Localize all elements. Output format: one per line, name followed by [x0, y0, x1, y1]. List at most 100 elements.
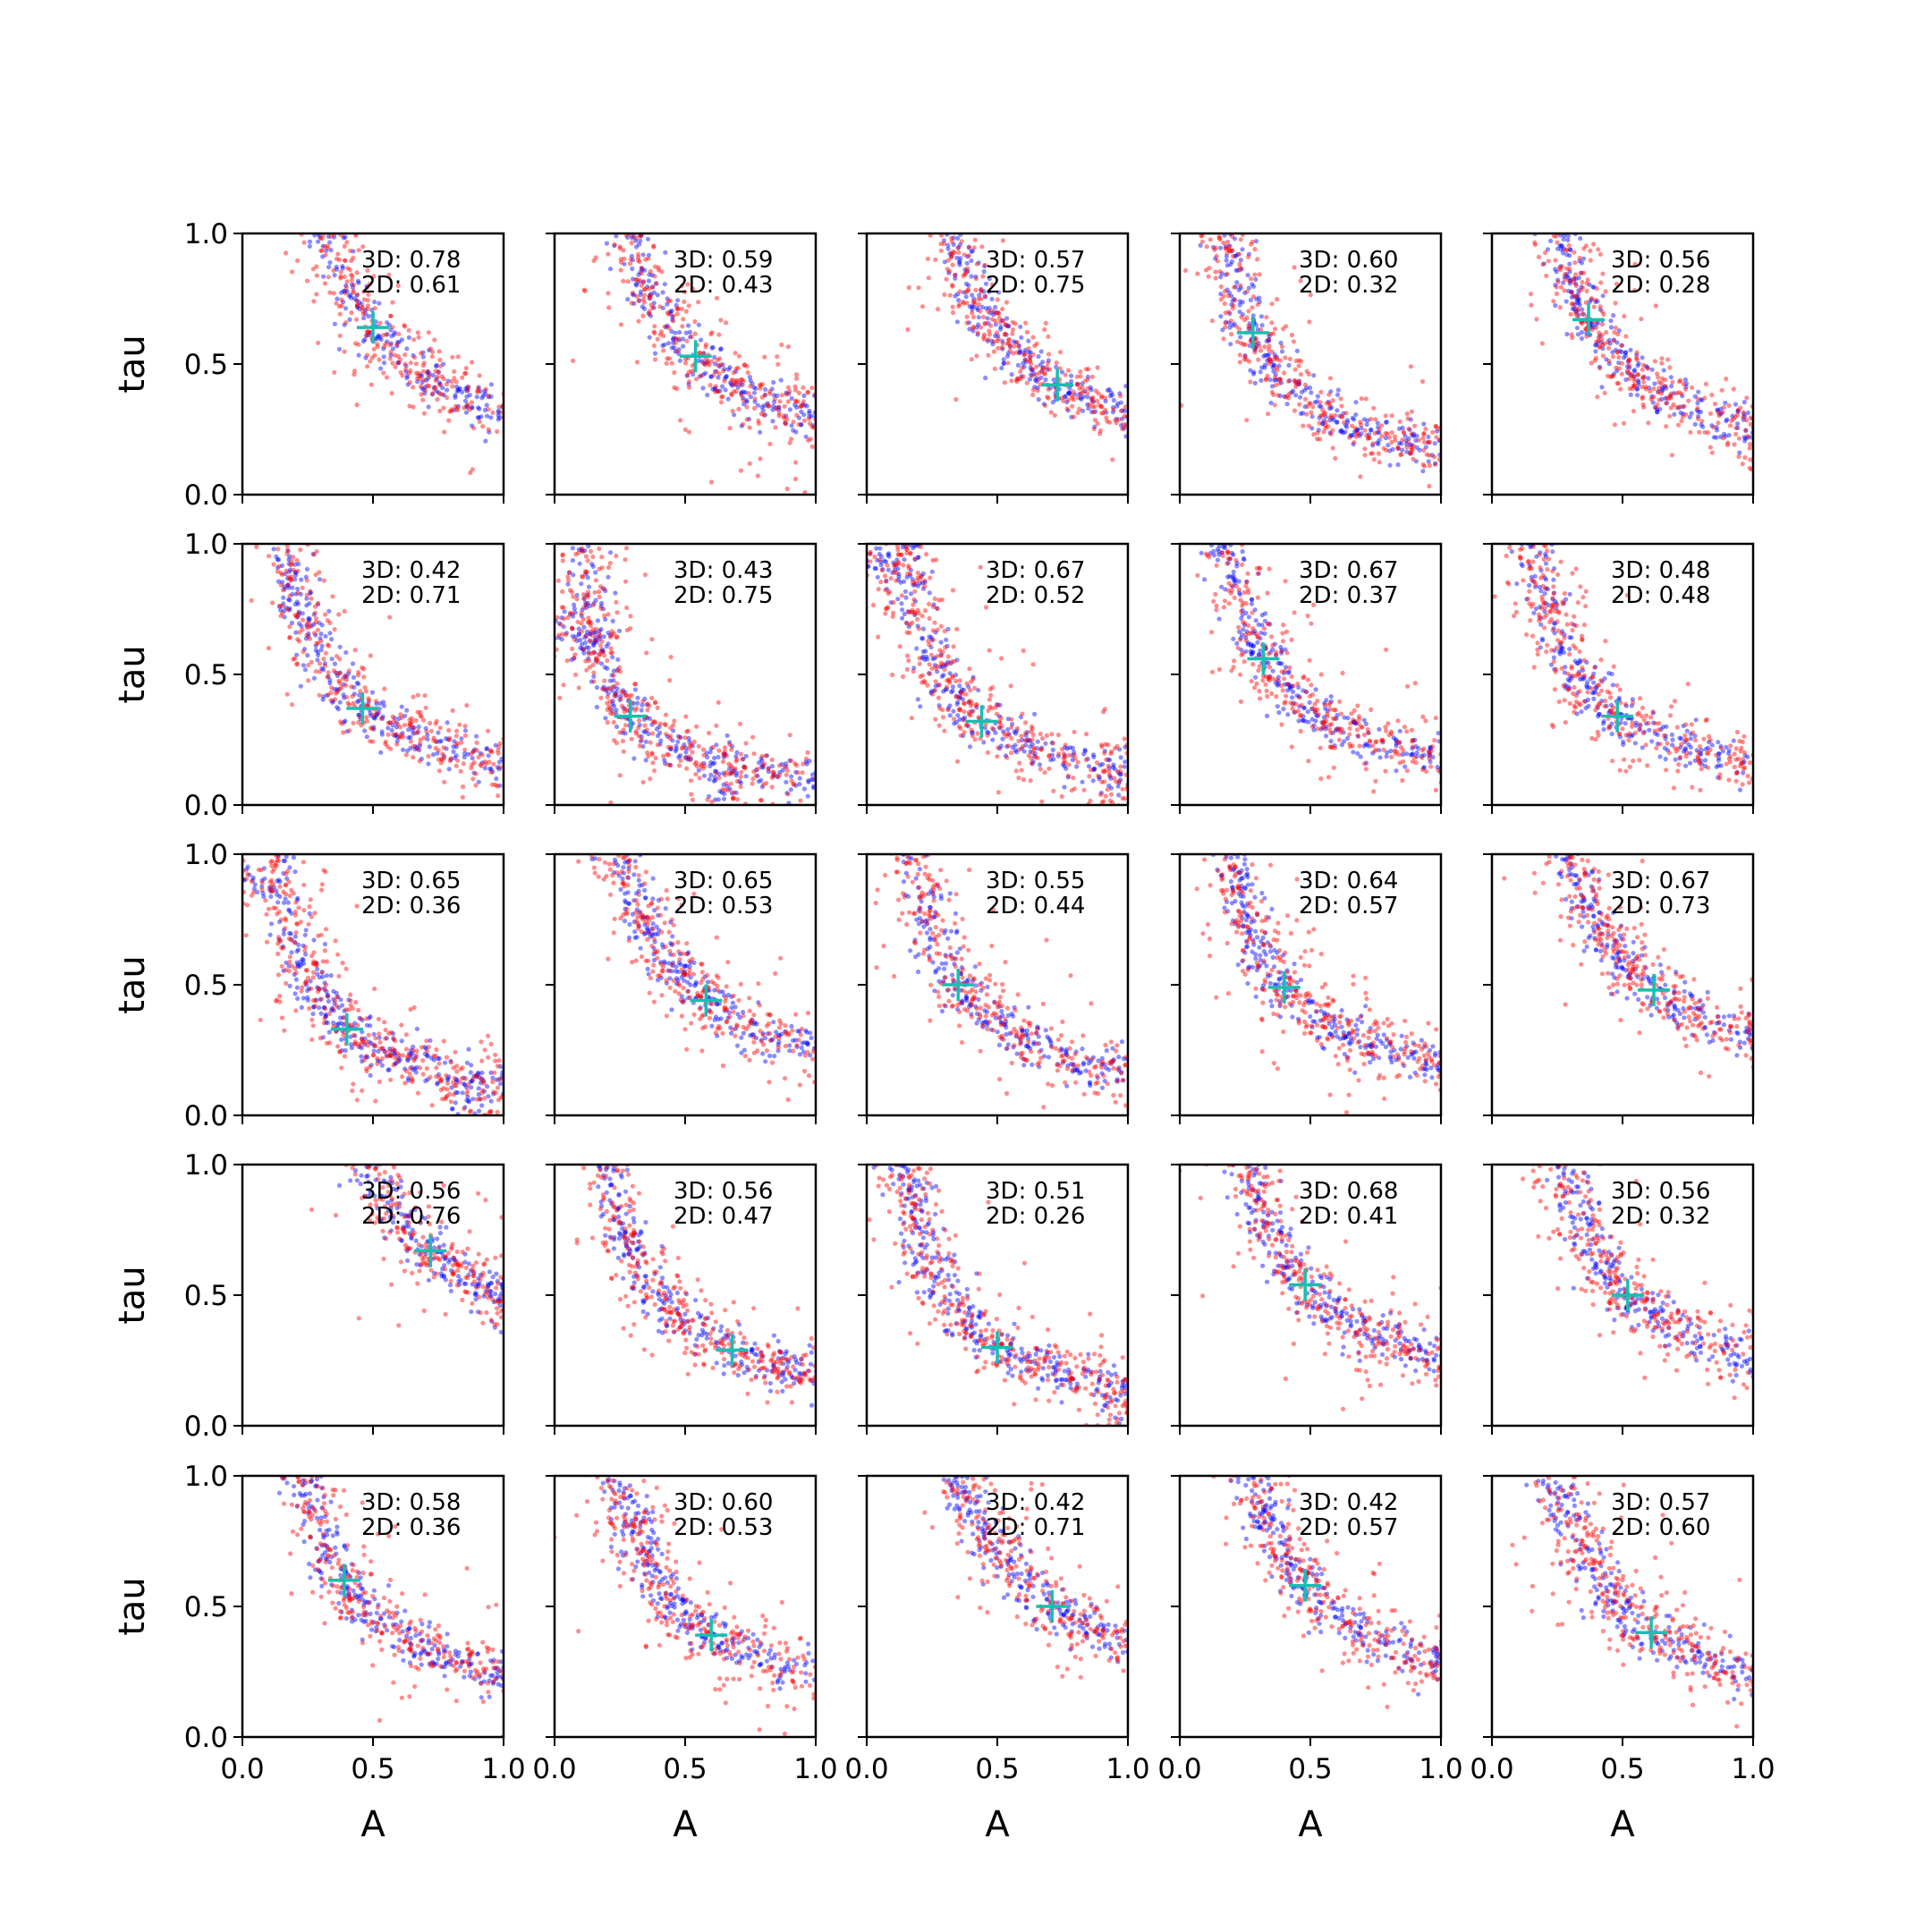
- data-point-blue: [483, 439, 487, 444]
- data-point-red: [1404, 445, 1409, 450]
- data-point-red: [1082, 379, 1087, 384]
- data-point-red: [1389, 440, 1394, 445]
- data-point-red: [1614, 326, 1618, 330]
- data-point-red: [1615, 350, 1620, 354]
- data-point-blue: [969, 274, 973, 278]
- data-point-blue: [476, 415, 480, 419]
- data-point-blue: [1218, 314, 1223, 318]
- data-point-red: [420, 398, 425, 402]
- data-point-red: [634, 236, 639, 241]
- data-point-red: [650, 285, 655, 290]
- data-point-red: [1382, 446, 1386, 451]
- data-point-red: [797, 422, 801, 427]
- data-point-red: [1597, 345, 1602, 350]
- data-point-red: [1667, 414, 1672, 419]
- data-point-blue: [634, 282, 639, 286]
- data-point-blue: [1308, 386, 1312, 390]
- data-point-red: [752, 406, 757, 411]
- data-point-red: [1670, 453, 1674, 457]
- data-point-red: [1558, 305, 1563, 309]
- data-point-red: [1578, 256, 1582, 260]
- data-point-red: [355, 270, 360, 275]
- data-point-red: [1585, 281, 1589, 285]
- data-point-blue: [1353, 400, 1358, 404]
- data-point-red: [1579, 288, 1583, 292]
- data-point-red: [1213, 269, 1217, 274]
- data-point-red: [672, 386, 676, 390]
- data-point-red: [1266, 411, 1270, 416]
- data-point-red: [1031, 387, 1036, 392]
- data-point-red: [1212, 248, 1216, 252]
- data-point-red: [1409, 451, 1413, 455]
- data-point-red: [1075, 375, 1080, 379]
- data-point-red: [1023, 321, 1028, 326]
- data-point-red: [1627, 358, 1631, 362]
- data-point-blue: [1580, 330, 1584, 335]
- data-point-red: [711, 373, 716, 377]
- data-point-red: [1555, 241, 1560, 245]
- data-point-red: [480, 424, 485, 428]
- data-point-red: [1256, 302, 1260, 307]
- data-point-red: [1252, 247, 1257, 251]
- data-point-red: [654, 281, 658, 285]
- data-point-red: [1290, 333, 1294, 337]
- data-point-red: [949, 255, 953, 259]
- data-point-red: [409, 360, 413, 365]
- data-point-red: [381, 370, 386, 375]
- data-point-red: [979, 290, 984, 294]
- data-point-red: [1422, 464, 1427, 469]
- data-point-blue: [705, 393, 709, 397]
- data-point-blue: [1300, 390, 1304, 394]
- data-point-red: [1544, 274, 1548, 278]
- data-point-blue: [993, 305, 997, 309]
- data-point-red: [1631, 386, 1635, 391]
- data-point-red: [1086, 386, 1090, 391]
- data-point-red: [1608, 375, 1613, 379]
- data-point-red: [1095, 365, 1099, 369]
- data-point-red: [729, 392, 733, 396]
- data-point-blue: [1107, 387, 1112, 392]
- data-point-red: [1301, 424, 1305, 428]
- data-point-blue: [318, 631, 323, 636]
- data-point-red: [1123, 414, 1127, 419]
- data-point-blue: [1224, 258, 1229, 263]
- data-point-red: [338, 334, 343, 338]
- data-point-red: [411, 337, 416, 342]
- data-point-red: [1711, 425, 1716, 429]
- data-point-red: [427, 374, 431, 378]
- data-point-red: [1697, 430, 1701, 435]
- data-point-red: [636, 299, 640, 303]
- data-point-red: [452, 369, 456, 374]
- data-point-red: [979, 325, 983, 329]
- data-point-red: [1732, 442, 1736, 446]
- data-point-red: [794, 413, 799, 418]
- data-point-red: [951, 263, 955, 267]
- data-point-blue: [1246, 273, 1250, 277]
- data-point-red: [718, 318, 723, 322]
- data-point-blue: [1608, 318, 1613, 323]
- data-point-red: [1318, 400, 1323, 404]
- data-point-red: [1720, 388, 1724, 393]
- data-point-red: [407, 328, 411, 333]
- data-point-blue: [445, 388, 449, 393]
- data-point-red: [636, 319, 640, 324]
- data-point-red: [1326, 393, 1331, 397]
- data-point-blue: [489, 382, 494, 386]
- data-point-blue: [426, 761, 430, 766]
- data-point-red: [716, 363, 721, 368]
- data-point-red: [441, 406, 445, 411]
- data-point-red: [1007, 337, 1012, 342]
- data-point-red: [1231, 306, 1235, 310]
- data-point-blue: [1286, 363, 1291, 368]
- data-point-blue: [1688, 415, 1692, 419]
- data-point-red: [1230, 234, 1234, 239]
- data-point-red: [1049, 410, 1054, 414]
- data-point-red: [1432, 454, 1436, 459]
- data-point-red: [463, 371, 468, 376]
- data-point-red: [432, 387, 436, 392]
- data-point-blue: [1293, 393, 1298, 397]
- data-point-red: [1665, 357, 1670, 361]
- data-point-red: [939, 242, 944, 246]
- data-point-red: [331, 268, 335, 273]
- data-point-red: [1246, 324, 1250, 328]
